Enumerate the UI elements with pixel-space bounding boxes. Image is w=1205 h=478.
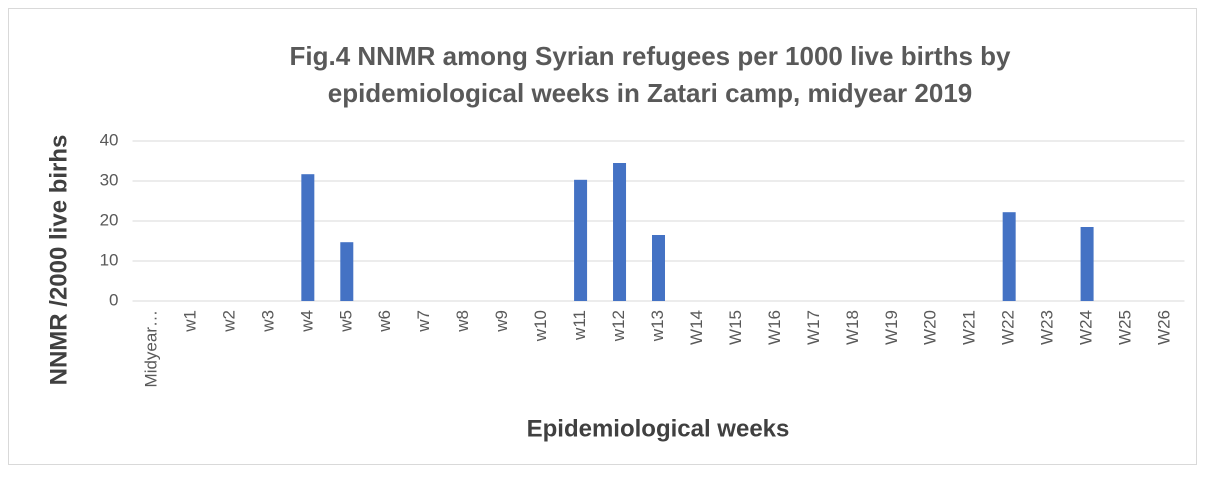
- bar: [1080, 227, 1094, 301]
- x-tick-label: Midyear…: [141, 310, 160, 387]
- x-tick-label: W17: [804, 310, 823, 345]
- chart-title: Fig.4 NNMR among Syrian refugees per 100…: [290, 41, 1012, 71]
- bar: [574, 179, 588, 301]
- x-tick-label: W19: [882, 310, 901, 345]
- x-tick-label: W26: [1155, 310, 1174, 345]
- x-tick-label: W20: [921, 310, 940, 345]
- x-tick-label: W23: [1038, 310, 1057, 345]
- x-axis-title: Epidemiological weeks: [527, 415, 790, 442]
- x-tick-label: W14: [687, 310, 706, 345]
- x-tick-label: w5: [336, 310, 355, 333]
- x-tick-label: w2: [219, 310, 238, 333]
- y-tick-label: 20: [100, 210, 119, 229]
- y-tick-label: 0: [109, 290, 118, 309]
- y-tick-label: 40: [100, 130, 119, 149]
- bar: [652, 235, 665, 301]
- bar: [301, 174, 315, 301]
- x-tick-label: w1: [180, 310, 199, 333]
- x-tick-label: w11: [570, 310, 589, 341]
- bar: [613, 163, 627, 301]
- x-tick-label: w13: [648, 310, 667, 342]
- x-tick-label: W25: [1116, 310, 1135, 345]
- x-tick-label: w3: [258, 310, 277, 333]
- bar: [340, 242, 354, 301]
- x-tick-label: W21: [960, 310, 979, 345]
- x-tick-label: w4: [297, 310, 316, 333]
- x-tick-label: W16: [765, 310, 784, 345]
- x-tick-label: w8: [453, 310, 472, 333]
- bar: [1002, 212, 1016, 301]
- x-tick-label: W22: [999, 310, 1018, 345]
- x-tick-label: w10: [531, 310, 550, 342]
- chart-title: epidemiological weeks in Zatari camp, mi…: [328, 78, 973, 108]
- y-axis-title: NNMR /2000 live birhs: [45, 135, 72, 386]
- x-tick-label: w12: [609, 310, 628, 342]
- chart-border: [8, 8, 1197, 465]
- x-tick-label: W18: [843, 310, 862, 345]
- x-tick-label: W24: [1077, 310, 1096, 345]
- y-tick-label: 10: [100, 250, 119, 269]
- y-tick-label: 30: [100, 170, 119, 189]
- x-tick-label: W15: [726, 310, 745, 345]
- x-tick-label: w7: [414, 310, 433, 333]
- x-tick-label: w6: [375, 310, 394, 333]
- x-tick-label: w9: [492, 310, 511, 333]
